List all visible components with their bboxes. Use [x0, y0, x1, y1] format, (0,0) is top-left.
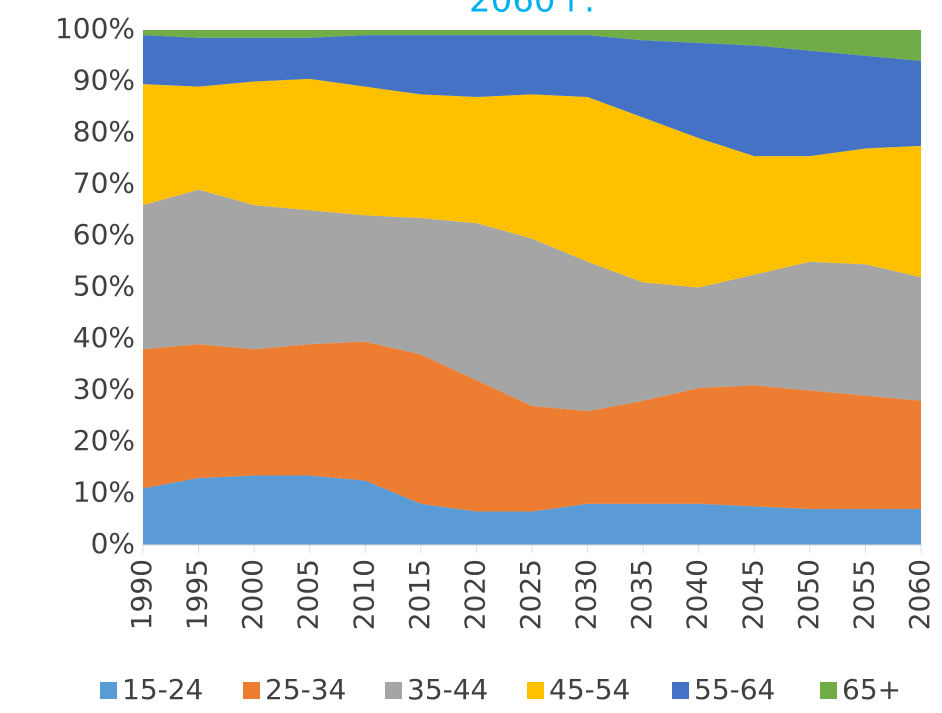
legend-label: 15-24 — [122, 673, 203, 706]
legend-label: 45-54 — [549, 673, 630, 706]
x-tick-label: 2035 — [625, 559, 658, 630]
x-tick-label: 2040 — [681, 559, 714, 630]
area — [143, 30, 921, 61]
y-tick-label: 50% — [73, 270, 135, 303]
y-tick-label: 10% — [73, 476, 135, 509]
legend-swatch — [385, 682, 402, 699]
area — [143, 78, 921, 288]
legend-swatch — [527, 682, 544, 699]
y-tick-label: 0% — [91, 527, 135, 560]
area — [143, 35, 921, 157]
area — [143, 341, 921, 512]
legend-label: 25-34 — [265, 673, 346, 706]
legend-swatch — [820, 682, 837, 699]
legend-swatch — [243, 682, 260, 699]
x-tick-label: 2030 — [570, 559, 603, 630]
chart-title: 2060 г. — [469, 0, 595, 21]
legend-label: 55-64 — [694, 673, 775, 706]
legend-swatch — [100, 682, 117, 699]
y-tick-label: 100% — [55, 12, 135, 45]
legend-swatch — [672, 682, 689, 699]
x-tick-label: 2060 — [903, 559, 936, 630]
y-tick-label: 80% — [73, 115, 135, 148]
area — [143, 189, 921, 412]
y-tick-label: 20% — [73, 424, 135, 457]
legend-label: 35-44 — [407, 673, 488, 706]
x-tick-label: 2025 — [514, 559, 547, 630]
x-tick-label: 2005 — [292, 559, 325, 630]
x-tick-label: 2055 — [847, 559, 880, 630]
x-tick-label: 2010 — [347, 559, 380, 630]
x-tick-label: 2050 — [792, 559, 825, 630]
legend-label: 65+ — [842, 673, 901, 706]
x-tick-label: 2015 — [403, 559, 436, 630]
area — [143, 475, 921, 545]
x-tick-label: 2045 — [736, 559, 769, 630]
x-tick-label: 2000 — [236, 559, 269, 630]
y-tick-label: 90% — [73, 64, 135, 97]
x-tick-label: 1995 — [181, 559, 214, 630]
y-tick-label: 60% — [73, 218, 135, 251]
y-tick-label: 70% — [73, 167, 135, 200]
x-tick-label: 2020 — [458, 559, 491, 630]
y-tick-label: 40% — [73, 321, 135, 354]
x-tick-label: 1990 — [125, 559, 158, 630]
y-tick-label: 30% — [73, 373, 135, 406]
